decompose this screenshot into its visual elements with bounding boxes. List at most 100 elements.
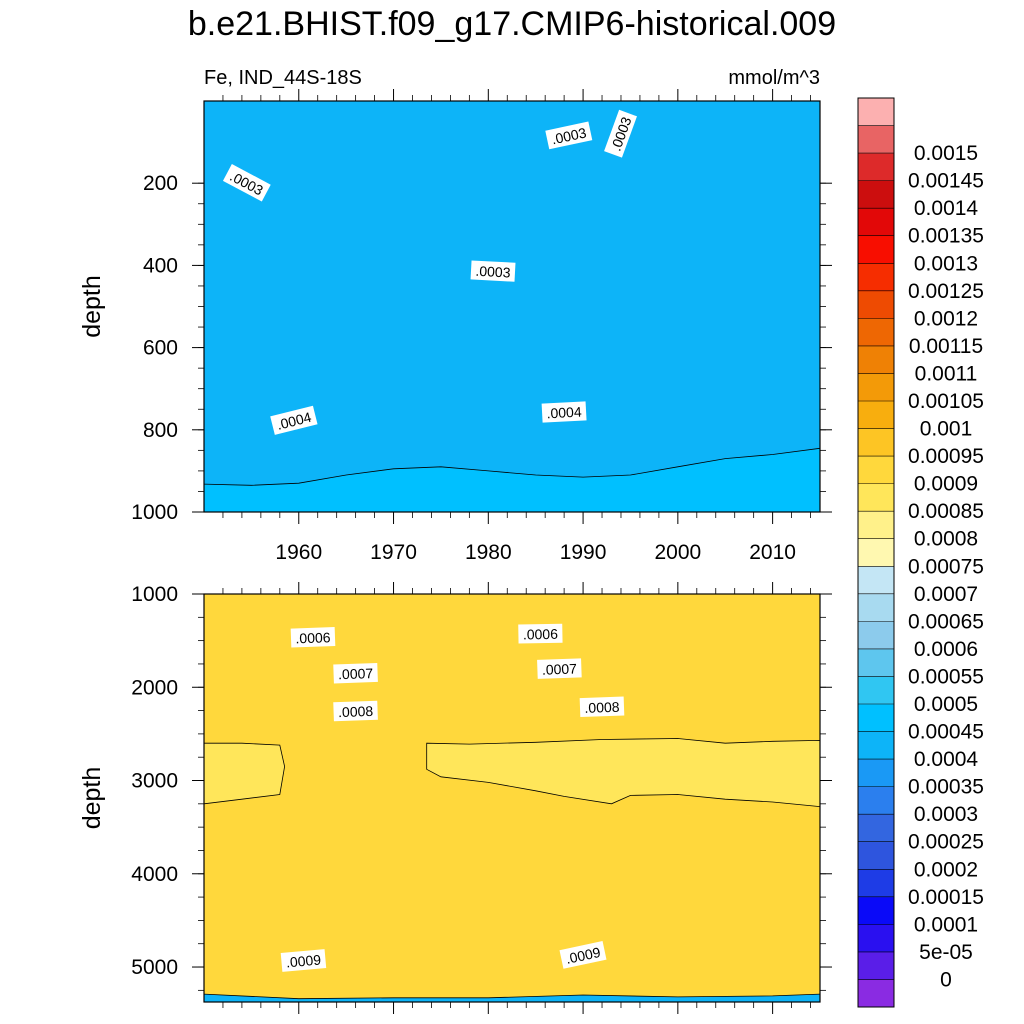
contour-label: .0008: [333, 700, 378, 722]
colorbar-label: 0.0001: [914, 913, 978, 936]
colorbar-label: 0.0013: [914, 252, 978, 275]
colorbar-swatch: [858, 786, 894, 815]
colorbar-swatch: [858, 263, 894, 292]
colorbar-label: 0.00075: [908, 555, 984, 578]
colorbar-label: 0.00115: [909, 335, 983, 358]
y-tick-label: 400: [143, 254, 178, 277]
colorbar-label: 0.0014: [914, 197, 979, 220]
contour-band: [204, 101, 820, 486]
contour-label-box: [280, 949, 327, 972]
colorbar-label: 0.0008: [914, 528, 978, 551]
contour-label-text: .0007: [338, 665, 374, 682]
colorbar-swatch: [858, 235, 894, 264]
colorbar-label: 0.00145: [908, 170, 984, 193]
colorbar-swatch: [858, 841, 894, 870]
contour-label-box: [541, 401, 587, 423]
contour-label: .0004: [541, 401, 587, 423]
colorbar-swatch: [858, 979, 894, 1008]
contour-line: [204, 993, 820, 1000]
contour-label-box: [333, 700, 378, 722]
x-tick-label: 2010: [749, 541, 796, 564]
colorbar-label: 0.0011: [915, 362, 978, 385]
y-tick-label: 1000: [131, 501, 178, 524]
colorbar-swatch: [858, 345, 894, 374]
colorbar-swatch: [858, 621, 894, 650]
y-tick-label: 1000: [131, 583, 178, 606]
units-label: mmol/m^3: [728, 67, 820, 89]
y-tick-label: 200: [143, 172, 178, 195]
colorbar-label: 0.00125: [908, 280, 984, 303]
y-tick-label: 3000: [131, 770, 178, 793]
plot-frame: [203, 593, 821, 1003]
colorbar-swatch: [858, 456, 894, 485]
contour-patch: [204, 742, 286, 805]
colorbar-label: 0.00085: [908, 500, 984, 523]
contour-label-text: .0003: [550, 124, 588, 147]
colorbar-label: 0.00055: [908, 665, 984, 688]
colorbar-label: 0.0007: [914, 583, 978, 606]
upper-panel: 200 400 600 800 1000 1960 1970 1980 1990 2000 2010…: [78, 89, 832, 564]
colorbar-label: 0.0003: [914, 803, 978, 826]
colorbar-swatch: [858, 125, 894, 154]
contour-label-text: .0008: [338, 703, 374, 720]
colorbar-label: 0.00135: [908, 225, 984, 248]
colorbar-swatch: [858, 951, 894, 980]
x-tick-label: 1990: [560, 541, 607, 564]
colorbar-swatch: [858, 648, 894, 677]
colorbar-swatch: [858, 208, 894, 237]
contour-label-text: .0003: [475, 263, 511, 281]
contour-label: .0007: [537, 658, 582, 679]
contour-label: .0003: [470, 260, 516, 282]
y-axis-label: depth: [78, 767, 106, 830]
colorbar-label: 0.0015: [914, 142, 978, 165]
colorbar-swatch: [858, 566, 894, 595]
colorbar-swatch: [858, 814, 894, 843]
y-tick-label: 2000: [131, 676, 178, 699]
contour-label-box: [518, 623, 563, 644]
colorbar-label: 0: [940, 968, 952, 991]
y-axis-label: depth: [78, 275, 106, 338]
contour-label-box: [222, 164, 271, 202]
colorbar-swatch: [858, 180, 894, 209]
plot-area: [204, 101, 820, 512]
contour-label: .0006: [518, 623, 563, 644]
colorbar-label: 5e-05: [919, 941, 973, 964]
colorbar-label: 0.0004: [914, 748, 979, 771]
colorbar-swatch: [858, 373, 894, 402]
contour-label: .0008: [579, 696, 625, 718]
colorbar-swatch: [858, 924, 894, 953]
variable-label: Fe, IND_44S-18S: [204, 67, 362, 89]
colorbar-label: 0.001: [920, 418, 973, 441]
contour-label-box: [470, 260, 516, 282]
colorbar-label: 0.0009: [914, 473, 978, 496]
colorbar-swatch: [858, 98, 894, 126]
colorbar-swatch: [858, 483, 894, 512]
contour-label-box: [270, 405, 318, 435]
colorbar-swatch: [858, 511, 894, 540]
colorbar-swatch: [858, 401, 894, 429]
colorbar-swatch: [858, 704, 894, 732]
contour-label-box: [537, 658, 582, 679]
y-tick-label: 5000: [131, 956, 178, 979]
colorbar-swatch: [858, 153, 894, 182]
contour-line: [204, 447, 820, 486]
contour-label: .0003: [545, 121, 593, 150]
x-tick-label: 1980: [465, 541, 512, 564]
contour-label-text: .0007: [542, 660, 578, 677]
contour-label-box: [579, 696, 625, 718]
colorbar-label: 0.00045: [908, 721, 984, 744]
colorbar-swatch: [858, 318, 894, 347]
x-tick-label: 2000: [654, 541, 701, 564]
contour-label-box: [604, 109, 637, 158]
contour-label: .0009: [280, 949, 327, 972]
contour-label: .0006: [290, 627, 336, 648]
contour-label-box: [545, 121, 593, 150]
colorbar-swatch: [858, 593, 894, 622]
lower-panel: 1000 2000 3000 4000 5000 depth .0006 .0006 .0007…: [78, 582, 832, 1014]
contour-label-text: .0008: [584, 699, 620, 716]
contour-label: .0009: [559, 941, 607, 969]
colorbar-swatch: [858, 759, 894, 788]
colorbar-swatch: [858, 896, 894, 925]
colorbar-label: 0.00015: [908, 886, 984, 909]
